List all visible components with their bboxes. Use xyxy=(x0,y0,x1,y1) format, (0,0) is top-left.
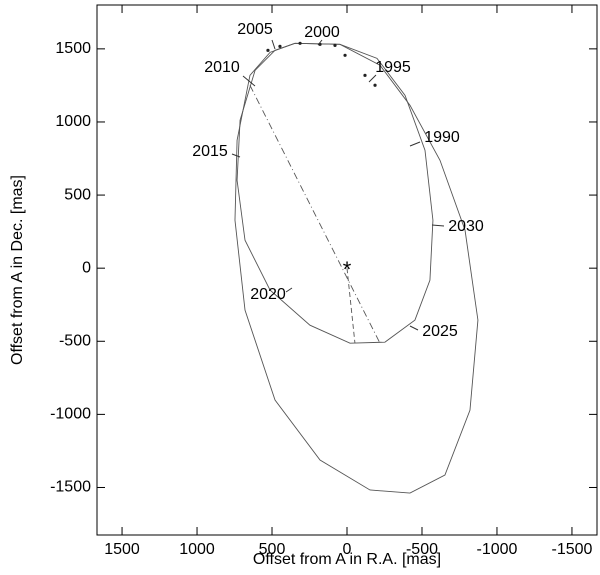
x-tick-label: -1500 xyxy=(551,541,592,558)
observation xyxy=(298,41,302,45)
orbit-line xyxy=(346,268,356,344)
orbit-line xyxy=(234,42,479,494)
year-tick xyxy=(317,39,323,46)
year-tick xyxy=(231,153,241,158)
observation xyxy=(363,73,367,77)
x-tick-label: 1000 xyxy=(179,541,215,558)
year-tick xyxy=(242,75,256,87)
x-tick-label: -500 xyxy=(406,541,438,558)
year-label: 1990 xyxy=(424,129,460,146)
primary-star: * xyxy=(343,257,352,282)
year-tick xyxy=(285,287,293,293)
observation xyxy=(373,83,377,87)
year-label: 2025 xyxy=(422,323,458,340)
y-tick-label: 0 xyxy=(82,259,91,276)
year-label: 2030 xyxy=(448,218,484,235)
observation xyxy=(343,53,347,57)
y-tick-label: 1000 xyxy=(55,113,91,130)
year-tick xyxy=(368,74,377,83)
x-tick-label: 500 xyxy=(259,541,286,558)
x-tick-label: 0 xyxy=(343,541,352,558)
x-tick-label: -1000 xyxy=(477,541,518,558)
year-label: 2020 xyxy=(250,286,286,303)
x-tick-label: 1500 xyxy=(104,541,140,558)
year-label: 2000 xyxy=(304,24,340,41)
y-tick-label: -1500 xyxy=(50,479,91,496)
year-label: 2005 xyxy=(237,21,273,38)
observation xyxy=(266,48,270,52)
y-tick-label: 1500 xyxy=(55,40,91,57)
year-tick xyxy=(409,141,421,147)
y-tick-label: -1000 xyxy=(50,406,91,423)
year-tick xyxy=(271,39,276,50)
observation xyxy=(278,44,282,48)
year-label: 2010 xyxy=(204,59,240,76)
year-tick xyxy=(409,325,419,331)
y-axis-label: Offset from A in Dec. [mas] xyxy=(9,175,26,365)
year-tick xyxy=(431,224,445,227)
y-tick-label: 500 xyxy=(64,186,91,203)
year-label: 1995 xyxy=(375,59,411,76)
orbit-line xyxy=(249,85,381,344)
observation xyxy=(333,43,337,47)
year-label: 2015 xyxy=(192,143,228,160)
x-axis-label: Offset from A in R.A. [mas] xyxy=(253,551,441,568)
y-tick-label: -500 xyxy=(59,332,91,349)
